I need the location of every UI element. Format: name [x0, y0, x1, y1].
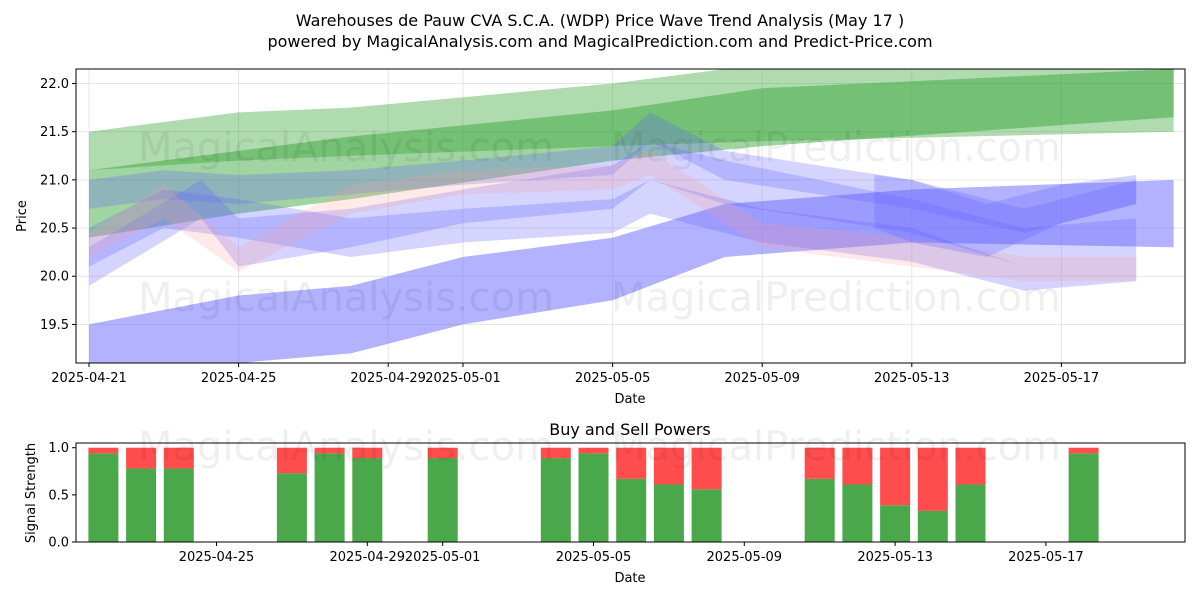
signal-axis-ticks: 0.0 0.5 1.0 2025-04-25 2025-04-29 2025-05-01 2…	[48, 441, 1083, 565]
buy-power-bar	[578, 453, 609, 542]
price-y-tick-label: 20.0	[40, 270, 69, 285]
price-wave-band-red	[89, 150, 1137, 282]
watermark-analysis-bottom: MagicalAnalysis.com	[138, 424, 554, 470]
sell-power-bar	[578, 447, 609, 454]
price-bands	[89, 69, 1174, 363]
buy-power-bar	[314, 453, 345, 542]
sell-power-bar	[163, 447, 194, 469]
price-axis-ticks: 19.5 20.0 20.5 21.0 21.5 22.0 2025-04-21 2025-0…	[40, 77, 1099, 386]
sell-power-bar	[126, 447, 157, 469]
price-x-tick-label: 2025-05-13	[874, 371, 950, 386]
price-y-tick-label: 20.5	[40, 222, 69, 237]
watermark-prediction-top: MagicalPrediction.com	[611, 125, 1061, 171]
buy-power-bar	[917, 510, 948, 542]
price-y-tick-label: 21.5	[40, 125, 69, 140]
price-x-tick-label: 2025-05-01	[425, 371, 501, 386]
price-x-tick-label: 2025-04-29	[350, 371, 426, 386]
buy-power-bar	[616, 478, 647, 542]
signal-ylabel: Signal Strength	[24, 443, 39, 543]
buy-power-bar	[276, 473, 307, 542]
buy-power-bar	[842, 484, 873, 542]
sell-power-bar	[842, 447, 873, 485]
signal-y-tick-label: 0.0	[48, 536, 69, 551]
signal-x-tick-label: 2025-05-17	[1008, 550, 1084, 565]
price-wave-band-blue	[89, 141, 1137, 286]
sell-power-bar	[1068, 447, 1099, 454]
price-wave-band-blue	[89, 112, 1137, 233]
price-x-tick-label: 2025-04-25	[201, 371, 277, 386]
price-plot-frame	[75, 68, 1186, 364]
buy-power-bar	[691, 489, 722, 542]
buy-sell-power-plot: Buy and Sell Powers MagicalAnalysis.com …	[24, 420, 1186, 586]
signal-x-tick-label: 2025-05-05	[556, 550, 632, 565]
price-x-tick-label: 2025-05-05	[575, 371, 651, 386]
signal-bars	[88, 447, 1099, 542]
price-wave-band-green	[89, 69, 1174, 238]
buy-power-bar	[540, 458, 571, 542]
buy-power-bar	[955, 484, 986, 542]
buy-sell-title: Buy and Sell Powers	[549, 420, 711, 439]
sell-power-bar	[352, 447, 383, 459]
price-y-tick-label: 22.0	[40, 77, 69, 92]
sell-power-bar	[653, 447, 684, 485]
sell-power-bar	[276, 447, 307, 474]
sell-power-bar	[955, 447, 986, 485]
price-x-tick-label: 2025-05-17	[1024, 371, 1100, 386]
price-wave-band-blue	[89, 179, 1137, 291]
price-wave-band-blue	[89, 179, 1174, 363]
signal-x-tick-label: 2025-05-01	[405, 550, 481, 565]
buy-power-bar	[880, 505, 911, 542]
sell-power-bar	[917, 447, 948, 511]
price-x-tick-label: 2025-04-21	[51, 371, 127, 386]
signal-x-tick-label: 2025-05-13	[857, 550, 933, 565]
figure-subtitle: powered by MagicalAnalysis.com and Magic…	[267, 32, 932, 51]
watermark-analysis-mid: MagicalAnalysis.com	[138, 275, 554, 321]
sell-power-bar	[88, 447, 119, 454]
watermark-analysis-top: MagicalAnalysis.com	[138, 125, 554, 171]
watermark-prediction-mid: MagicalPrediction.com	[611, 275, 1061, 321]
signal-y-tick-label: 1.0	[48, 441, 69, 456]
buy-power-bar	[427, 458, 458, 542]
sell-power-bar	[616, 447, 647, 479]
buy-power-bar	[804, 478, 835, 542]
signal-xlabel: Date	[614, 571, 645, 586]
buy-power-bar	[352, 458, 383, 542]
signal-x-tick-label: 2025-05-09	[707, 550, 783, 565]
sell-power-bar	[804, 447, 835, 479]
buy-power-bar	[126, 468, 157, 542]
sell-power-bar	[691, 447, 722, 490]
price-xlabel: Date	[614, 392, 645, 407]
signal-y-tick-label: 0.5	[48, 488, 69, 503]
sell-power-bar	[427, 447, 458, 459]
watermark-prediction-bottom: MagicalPrediction.com	[611, 424, 1061, 470]
figure-title: Warehouses de Pauw CVA S.C.A. (WDP) Pric…	[296, 11, 904, 30]
price-wave-band-green	[89, 69, 1174, 171]
buy-power-bar	[653, 484, 684, 542]
price-wave-plot: MagicalAnalysis.com MagicalPrediction.co…	[15, 68, 1186, 407]
signal-plot-frame	[75, 442, 1186, 543]
price-x-tick-label: 2025-05-09	[724, 371, 800, 386]
sell-power-bar	[314, 447, 345, 454]
signal-x-tick-label: 2025-04-29	[330, 550, 406, 565]
signal-x-tick-label: 2025-04-25	[179, 550, 255, 565]
buy-power-bar	[88, 453, 119, 542]
price-y-tick-label: 21.0	[40, 173, 69, 188]
buy-power-bar	[1068, 453, 1099, 542]
sell-power-bar	[540, 447, 571, 459]
price-ylabel: Price	[15, 200, 30, 232]
price-y-tick-label: 19.5	[40, 318, 69, 333]
buy-power-bar	[163, 468, 194, 542]
sell-power-bar	[880, 447, 911, 506]
price-wave-band-blue	[874, 175, 1137, 257]
